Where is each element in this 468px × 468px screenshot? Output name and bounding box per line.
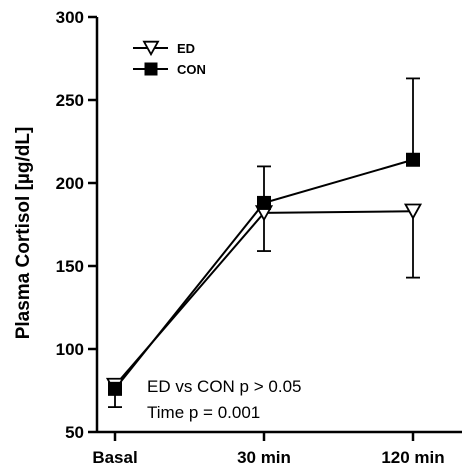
data-point-ed <box>403 203 423 220</box>
y-tick-label: 250 <box>56 91 84 110</box>
x-tick-label: 120 min <box>381 448 444 467</box>
x-tick-label: 30 min <box>237 448 291 467</box>
x-axis-ticks: Basal 30 min 120 min <box>92 432 445 467</box>
y-axis-ticks: 50 100 150 200 250 300 <box>56 8 97 442</box>
legend-label-con: CON <box>177 62 206 77</box>
axes <box>95 17 462 434</box>
x-tick-label: Basal <box>92 448 137 467</box>
y-axis-label: Plasma Cortisol [µg/dL] <box>13 127 34 340</box>
annotation-group-comparison: ED vs CON p > 0.05 <box>147 377 301 396</box>
legend-marker-con <box>144 62 158 76</box>
y-tick-label: 50 <box>65 423 84 442</box>
y-tick-label: 100 <box>56 340 84 359</box>
legend-label-ed: ED <box>177 41 195 56</box>
data-point-con <box>108 381 122 396</box>
annotation-time-effect: Time p = 0.001 <box>147 403 260 422</box>
plot-area <box>105 77 423 409</box>
legend: ED CON <box>133 40 206 77</box>
data-point-con <box>257 195 271 210</box>
y-tick-label: 150 <box>56 257 84 276</box>
data-point-con <box>406 152 420 167</box>
legend-marker-ed <box>142 40 160 57</box>
y-tick-label: 200 <box>56 174 84 193</box>
y-tick-label: 300 <box>56 8 84 27</box>
